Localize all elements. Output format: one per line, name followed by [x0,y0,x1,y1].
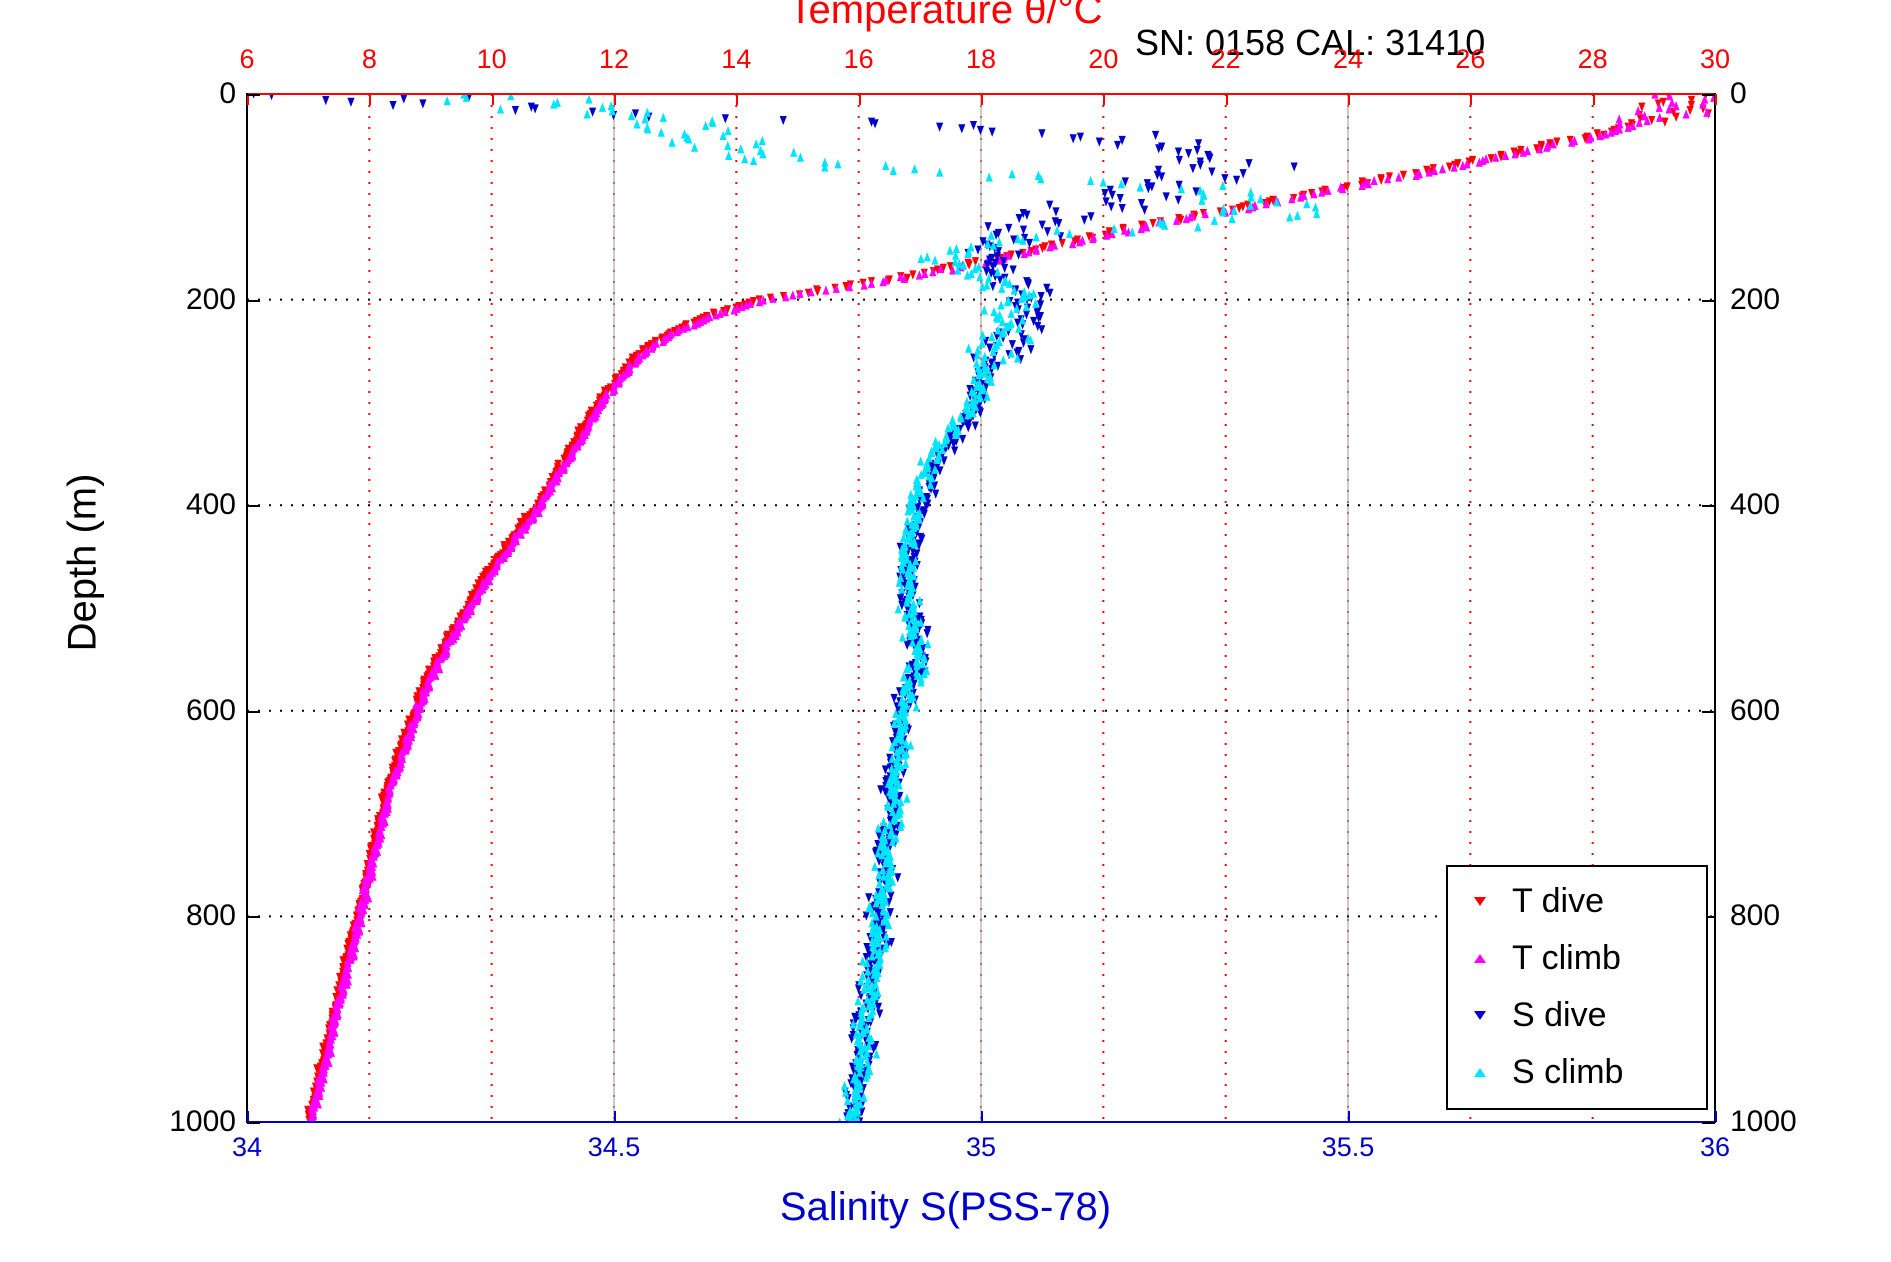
s-dive-marker-icon [1448,1010,1512,1020]
temperature-tickmark [736,94,739,105]
depth-tick-left-800: 800 [185,899,236,933]
salinity-tick-36: 36 [1699,1132,1731,1162]
temperature-tickmark [614,94,616,105]
depth-tickmark-left [247,94,260,96]
temperature-tickmark [981,94,983,105]
legend-label-s-climb: S climb [1512,1052,1624,1091]
depth-tickmark-left [247,299,260,302]
salinity-tick-35: 35 [965,1132,997,1162]
bottom-axis-title: Salinity S(PSS-78) [779,1185,1112,1229]
t-climb-marker-icon [1448,953,1512,963]
depth-axis-line-right [1714,93,1716,1123]
legend-item-t-dive[interactable]: T dive [1448,873,1706,929]
depth-tickmark-left [247,710,260,713]
sensor-annotation: SN: 0158 CAL: 31410 [1135,22,1486,63]
temperature-tickmark [1470,94,1473,105]
temperature-tickmark [1103,94,1106,105]
depth-tick-right-0: 0 [1730,77,1747,110]
depth-tickmark-right [1702,1122,1715,1124]
temperature-tickmark [1348,94,1350,105]
salinity-tickmark [614,1111,616,1122]
legend-item-s-climb[interactable]: S climb [1448,1044,1706,1100]
depth-tickmark-right [1702,916,1715,919]
temperature-tickmark [247,94,249,105]
temperature-tickmark [491,94,494,105]
temperature-tick-20: 20 [1088,44,1119,74]
depth-tickmark-left [247,1122,260,1124]
temperature-tick-18: 18 [965,44,997,74]
temperature-tick-22: 22 [1210,44,1241,74]
depth-tickmark-left [247,916,260,919]
depth-tick-left-400: 400 [185,488,236,522]
legend-item-s-dive[interactable]: S dive [1448,987,1706,1043]
salinity-tick-35.5: 35.5 [1321,1132,1375,1162]
temperature-tick-16: 16 [843,44,874,74]
depth-tickmark-right [1702,299,1715,302]
gridlines [247,94,1715,1122]
legend-box[interactable]: T dive T climb S dive S climb [1446,865,1708,1110]
depth-axis-line-left [246,93,248,1123]
depth-tickmark-right [1702,94,1715,96]
t-dive-marker-icon [1448,896,1512,906]
depth-tick-right-600: 600 [1730,693,1781,727]
temperature-tick-24: 24 [1332,44,1364,74]
depth-tick-left-1000: 1000 [169,1105,236,1138]
depth-tickmark-right [1702,710,1715,713]
temperature-tick-14: 14 [721,44,752,74]
temperature-tickmark [1592,94,1595,105]
salinity-tickmark [1348,1111,1350,1122]
salinity-tick-34.5: 34.5 [587,1132,641,1162]
depth-tick-right-1000: 1000 [1730,1105,1797,1138]
depth-tickmark-left [247,505,260,508]
data-points [251,94,1715,1122]
depth-tickmark-right [1702,505,1715,508]
temperature-tick-28: 28 [1577,44,1608,74]
temperature-tick-12: 12 [598,44,630,74]
depth-tick-left-0: 0 [219,77,236,110]
salinity-tickmark [1715,1111,1717,1122]
top-axis-title: Temperature θ/°C [788,0,1103,32]
temperature-tickmark [369,94,372,105]
legend-label-s-dive: S dive [1512,995,1607,1034]
depth-tick-left-200: 200 [185,282,236,316]
depth-tick-right-800: 800 [1730,899,1781,933]
salinity-tickmark [981,1111,983,1122]
legend-item-t-climb[interactable]: T climb [1448,930,1706,986]
temperature-tick-8: 8 [361,44,377,74]
temperature-tickmark [858,94,861,105]
temperature-tick-26: 26 [1455,44,1486,74]
depth-tick-right-200: 200 [1730,282,1781,316]
temperature-tick-30: 30 [1699,44,1731,74]
legend-label-t-dive: T dive [1512,881,1604,920]
temperature-tick-10: 10 [476,44,507,74]
depth-tick-right-400: 400 [1730,488,1781,522]
temperature-tick-6: 6 [239,44,255,74]
salinity-tick-34: 34 [231,1132,263,1162]
salinity-axis-line [247,1121,1716,1123]
s-climb-marker-icon [1448,1067,1512,1077]
depth-tick-left-600: 600 [185,693,236,727]
legend-label-t-climb: T climb [1512,938,1621,977]
salinity-tickmark [247,1111,249,1122]
temperature-tickmark [1715,94,1717,105]
temperature-tickmark [1225,94,1228,105]
